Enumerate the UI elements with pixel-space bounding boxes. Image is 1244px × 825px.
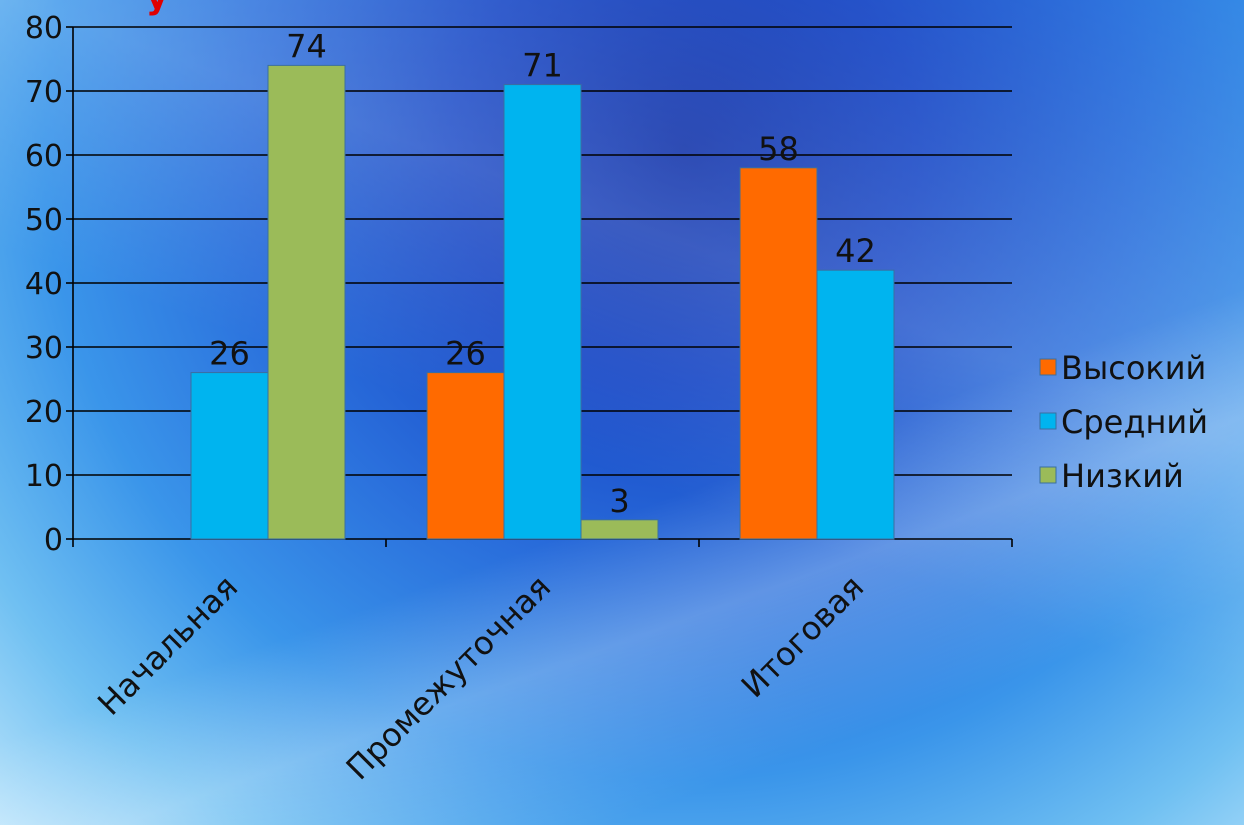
bar [267,64,346,540]
y-tick-label: 50 [25,203,63,238]
y-tick-label: 70 [25,75,63,110]
bar-value-label: 58 [758,130,799,168]
bar [190,372,269,540]
bar [426,372,505,540]
y-tick-label: 20 [25,395,63,430]
y-tick-label: 40 [25,267,63,302]
y-tick-label: 30 [25,331,63,366]
bar [503,84,582,540]
legend-label: Средний [1061,403,1208,441]
bar-value-label: 26 [209,335,250,373]
bar-value-label: 3 [609,482,629,520]
bar-value-label: 26 [445,335,486,373]
y-tick-label: 80 [25,11,63,46]
bars [190,64,895,540]
legend-swatch [1039,412,1057,430]
legend-swatch [1039,466,1057,484]
legend-swatch [1039,358,1057,376]
bar [816,269,895,540]
bar [580,519,659,540]
data-labels: 26 74 26 71 3 58 42 [209,27,876,519]
bar-value-label: 74 [286,27,327,65]
legend: Высокий Средний Низкий [1039,349,1208,495]
bar-value-label: 42 [835,232,876,270]
bar [739,167,818,540]
title-fragment: у [146,0,168,17]
x-category-label: Начальная [90,568,245,723]
y-tick-label: 10 [25,459,63,494]
x-category-label: Итоговая [734,568,871,705]
bar-value-label: 71 [522,47,563,85]
legend-label: Низкий [1061,457,1184,495]
x-category-label: Промежуточная [339,568,559,788]
legend-label: Высокий [1061,349,1206,387]
y-tick-label: 0 [44,523,63,558]
y-tick-label: 60 [25,139,63,174]
